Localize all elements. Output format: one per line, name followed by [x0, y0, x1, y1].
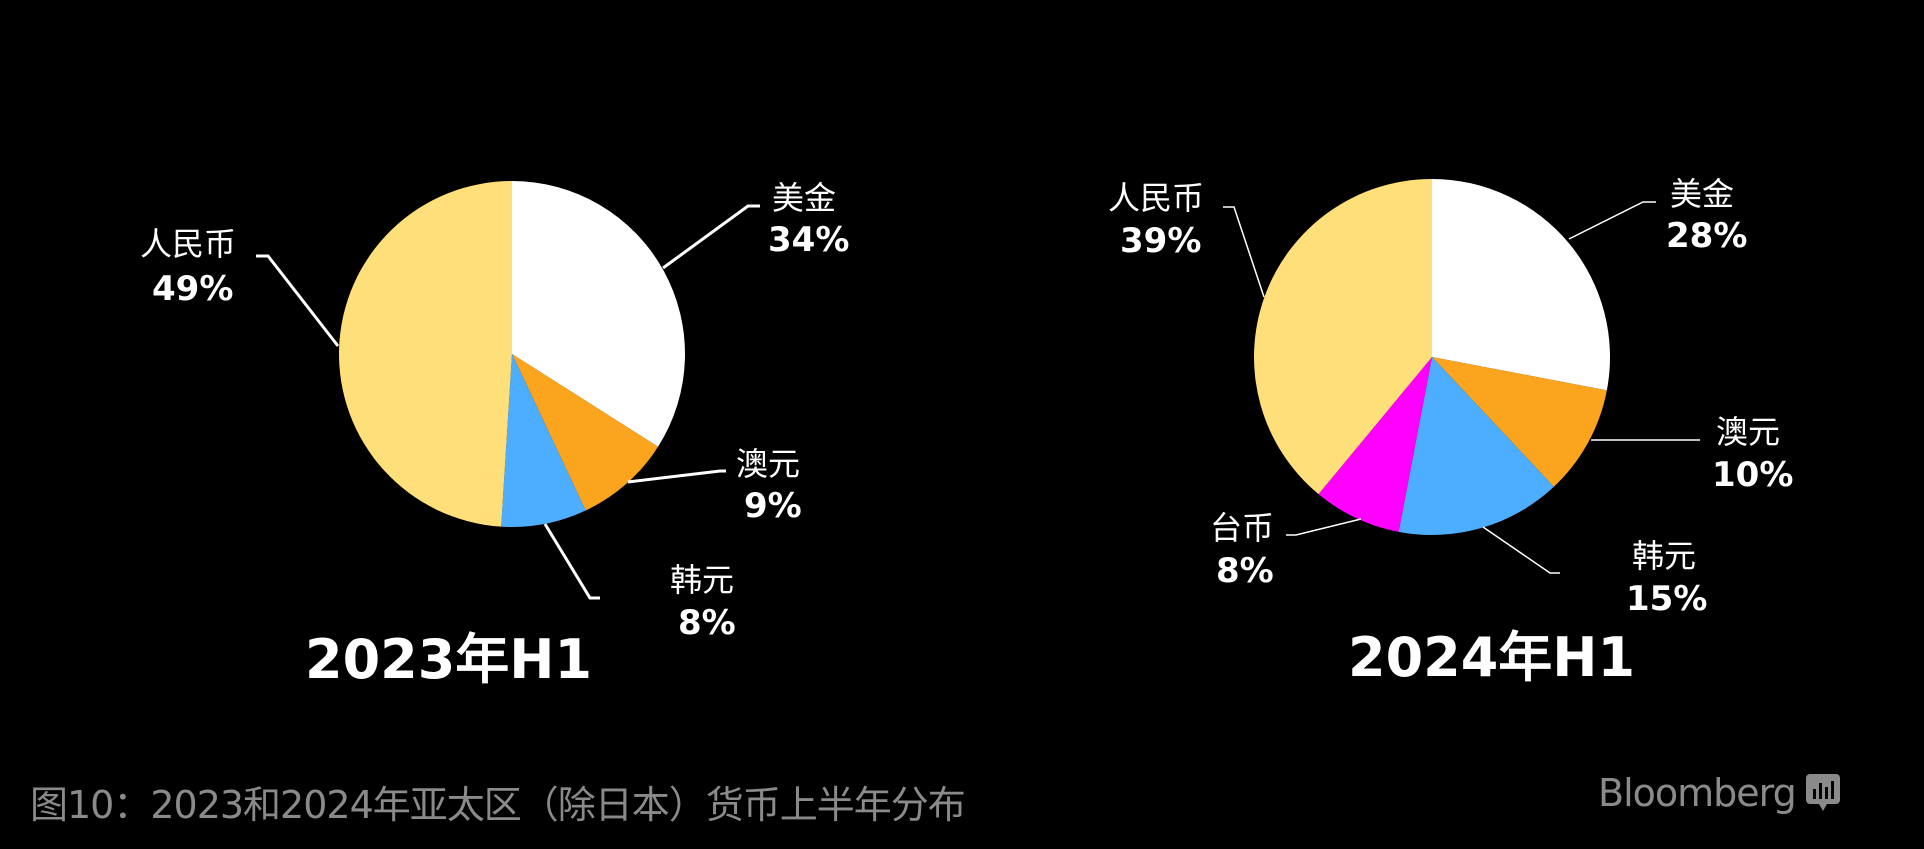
leader-line-2024-twd [1286, 518, 1362, 536]
pie-slice [501, 354, 586, 528]
label-2024-krw-name: 韩元 [1632, 537, 1697, 575]
label-2024-usd-pct: 28% [1666, 216, 1748, 256]
leader-line-2024-usd [1568, 201, 1656, 240]
pie-chart-2023 [338, 181, 685, 528]
label-2024-cny-pct: 39% [1120, 221, 1202, 261]
label-2023-usd-name: 美金 [772, 179, 837, 217]
label-2023-cny-name: 人民币 [140, 225, 237, 263]
pie-slice [338, 181, 512, 527]
pie-slice [512, 354, 659, 511]
pie-chart-2024 [1254, 179, 1610, 535]
leader-lines [256, 201, 1700, 600]
leader-line-2023-cny [256, 254, 340, 347]
bloomberg-chart-bubble-icon [1806, 774, 1840, 811]
label-2024-usd-name: 美金 [1670, 175, 1735, 213]
period-title-2024: 2024年H1 [1348, 626, 1636, 689]
pie-slice [1318, 357, 1432, 532]
pie-slice [512, 181, 685, 447]
label-2024-aud-name: 澳元 [1716, 413, 1781, 451]
label-2023-aud-pct: 9% [744, 486, 802, 526]
label-2024-cny-name: 人民币 [1108, 179, 1205, 217]
period-title-2023: 2023年H1 [305, 628, 593, 691]
leader-line-2024-cny [1223, 206, 1265, 298]
label-2023-usd-pct: 34% [768, 220, 850, 260]
leader-line-2023-krw [543, 523, 600, 600]
label-2023-krw-pct: 8% [678, 603, 736, 643]
leader-line-2023-aud [627, 469, 726, 484]
label-2024-aud-pct: 10% [1712, 455, 1794, 495]
pie-slice [1432, 179, 1610, 391]
pie-slice [1432, 357, 1607, 487]
leader-line-2024-krw [1482, 526, 1560, 574]
label-2024-twd-name: 台币 [1210, 509, 1275, 547]
pie-slice [1254, 179, 1432, 495]
label-2023-cny-pct: 49% [152, 269, 234, 309]
figure-caption: 图10：2023和2024年亚太区（除日本）货币上半年分布 [30, 783, 966, 827]
label-2023-aud-name: 澳元 [736, 445, 801, 483]
label-2024-krw-pct: 15% [1626, 579, 1708, 619]
pie-slice [1398, 357, 1554, 535]
bloomberg-logo-text: Bloomberg [1598, 771, 1797, 815]
label-2023-krw-name: 韩元 [670, 561, 735, 599]
label-2024-twd-pct: 8% [1216, 551, 1274, 591]
leader-line-2023-usd [662, 204, 760, 270]
